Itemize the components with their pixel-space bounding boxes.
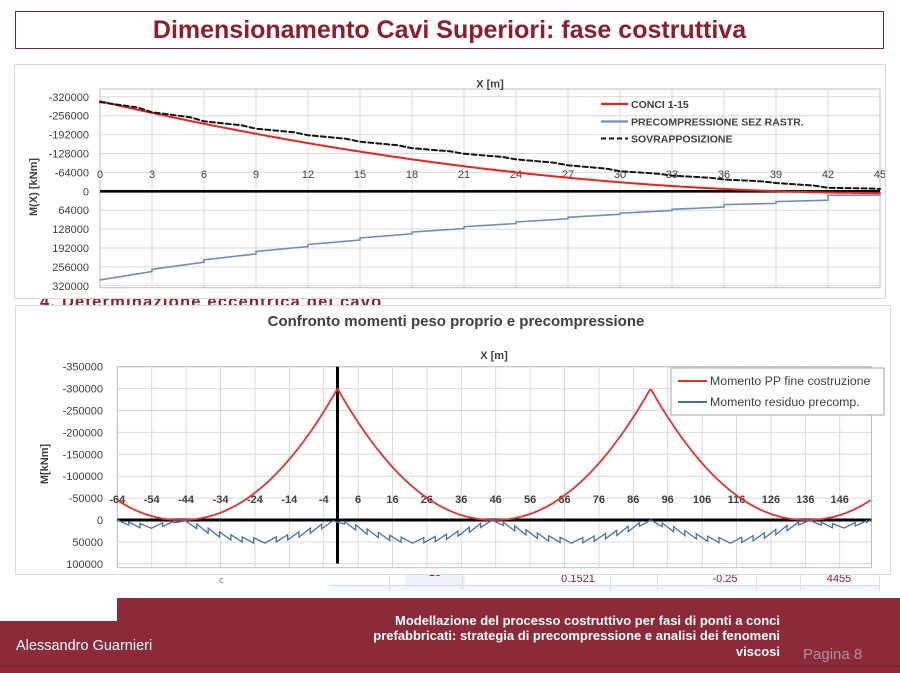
svg-text:-100000: -100000 bbox=[63, 471, 103, 483]
svg-text:42: 42 bbox=[822, 169, 834, 181]
svg-text:116: 116 bbox=[728, 494, 746, 506]
svg-text:-256000: -256000 bbox=[49, 111, 89, 123]
svg-text:256000: 256000 bbox=[52, 262, 89, 274]
svg-text:26: 26 bbox=[421, 494, 433, 506]
svg-text:45: 45 bbox=[874, 169, 885, 181]
svg-text:126: 126 bbox=[762, 494, 780, 506]
svg-text:X [m]: X [m] bbox=[476, 79, 504, 91]
svg-text:36: 36 bbox=[718, 169, 730, 181]
svg-text:-320000: -320000 bbox=[49, 92, 89, 104]
svg-text:50000: 50000 bbox=[72, 536, 103, 548]
svg-text:-24: -24 bbox=[247, 494, 264, 506]
svg-text:64000: 64000 bbox=[58, 205, 89, 217]
svg-text:-200000: -200000 bbox=[63, 427, 103, 439]
svg-text:96: 96 bbox=[662, 494, 674, 506]
svg-text:-4: -4 bbox=[319, 494, 330, 506]
svg-text:18: 18 bbox=[406, 169, 418, 181]
svg-text:24: 24 bbox=[510, 169, 522, 181]
svg-text:6: 6 bbox=[355, 494, 361, 506]
svg-text:Momento residuo precomp.: Momento residuo precomp. bbox=[710, 395, 860, 409]
svg-text:6: 6 bbox=[201, 169, 207, 181]
svg-text:100000: 100000 bbox=[66, 558, 103, 570]
svg-text:-128000: -128000 bbox=[49, 149, 89, 161]
svg-text:Momento PP fine costruzione: Momento PP fine costruzione bbox=[710, 374, 871, 388]
svg-text:21: 21 bbox=[458, 169, 470, 181]
svg-text:39: 39 bbox=[770, 169, 782, 181]
svg-text:-64000: -64000 bbox=[55, 167, 89, 179]
svg-text:16: 16 bbox=[386, 494, 398, 506]
svg-text:-14: -14 bbox=[281, 494, 298, 506]
svg-text:12: 12 bbox=[302, 169, 314, 181]
svg-text:X [m]: X [m] bbox=[480, 350, 508, 362]
svg-text:M[kNm]: M[kNm] bbox=[39, 443, 51, 484]
svg-text:-300000: -300000 bbox=[63, 383, 103, 395]
svg-text:320000: 320000 bbox=[52, 281, 89, 293]
svg-text:-192000: -192000 bbox=[49, 130, 89, 142]
svg-text:36: 36 bbox=[455, 494, 467, 506]
svg-text:192000: 192000 bbox=[52, 243, 89, 255]
svg-text:CONCI 1-15: CONCI 1-15 bbox=[631, 99, 689, 111]
svg-text:76: 76 bbox=[593, 494, 605, 506]
svg-text:PRECOMPRESSIONE SEZ RASTR.: PRECOMPRESSIONE SEZ RASTR. bbox=[631, 117, 804, 129]
svg-text:M(X) [kNm]: M(X) [kNm] bbox=[28, 158, 40, 216]
svg-text:0: 0 bbox=[97, 515, 103, 527]
svg-text:146: 146 bbox=[831, 494, 849, 506]
svg-text:46: 46 bbox=[490, 494, 502, 506]
svg-text:-350000: -350000 bbox=[63, 361, 103, 373]
svg-text:-250000: -250000 bbox=[63, 405, 103, 417]
svg-text:27: 27 bbox=[562, 169, 574, 181]
svg-text:-44: -44 bbox=[178, 494, 195, 506]
svg-text:3: 3 bbox=[149, 169, 155, 181]
svg-text:106: 106 bbox=[693, 494, 711, 506]
svg-text:SOVRAPPOSIZIONE: SOVRAPPOSIZIONE bbox=[631, 134, 733, 146]
svg-text:-50000: -50000 bbox=[69, 493, 103, 505]
svg-text:9: 9 bbox=[253, 169, 259, 181]
svg-text:86: 86 bbox=[627, 494, 639, 506]
svg-text:0: 0 bbox=[83, 186, 89, 198]
svg-text:-54: -54 bbox=[144, 494, 161, 506]
svg-text:-150000: -150000 bbox=[63, 449, 103, 461]
svg-text:Confronto momenti peso proprio: Confronto momenti peso proprio e precomp… bbox=[268, 313, 645, 330]
svg-text:136: 136 bbox=[796, 494, 814, 506]
svg-text:0: 0 bbox=[97, 169, 103, 181]
svg-text:-34: -34 bbox=[213, 494, 230, 506]
svg-text:56: 56 bbox=[524, 494, 536, 506]
svg-text:128000: 128000 bbox=[52, 224, 89, 236]
svg-text:15: 15 bbox=[354, 169, 366, 181]
